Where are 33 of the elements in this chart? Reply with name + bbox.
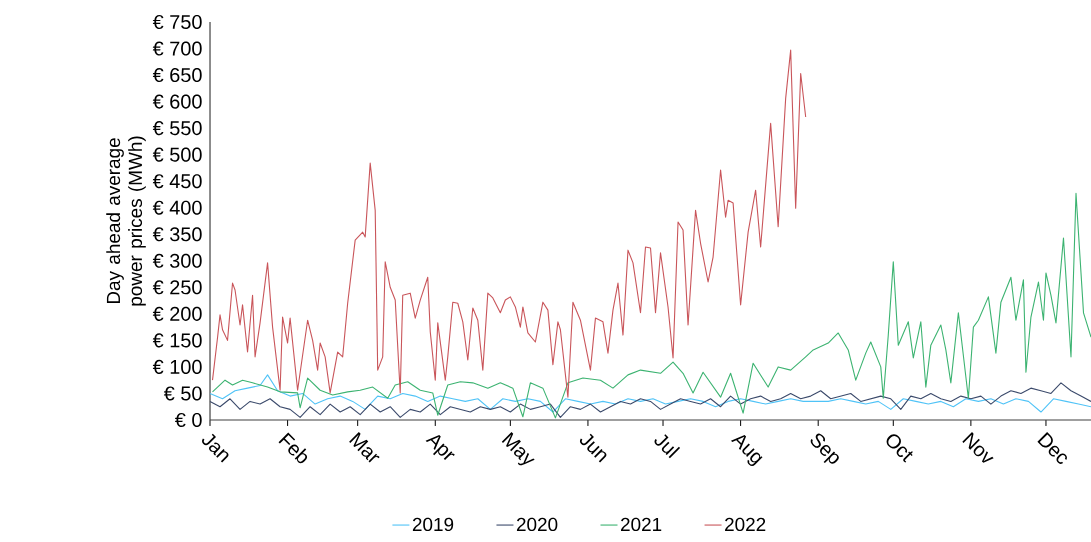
y-axis-title: Day ahead average power prices (MWh) [106, 136, 146, 306]
x-tick-label: Oct [886, 434, 913, 463]
legend-label: 2021 [621, 517, 662, 532]
y-tick-label: € 450 [152, 174, 202, 189]
y-tick-label: € 500 [152, 147, 202, 162]
y-tick-label: € 650 [152, 68, 202, 83]
x-tick-label: Mar [349, 432, 380, 463]
y-tick-label: € 250 [152, 280, 202, 295]
legend-label: 2020 [516, 517, 558, 532]
x-tick-label: Sep [810, 433, 839, 464]
x-tick-label: Jan [202, 433, 229, 463]
y-tick-label: € 750 [152, 14, 202, 30]
y-tick-label: € 550 [152, 121, 202, 136]
legend-label: 2019 [412, 517, 454, 532]
x-tick-label: Dec [1037, 432, 1067, 464]
y-tick-label: € 150 [152, 333, 202, 348]
y-tick-label: € 200 [152, 306, 202, 321]
x-tick-label: Nov [962, 432, 994, 463]
x-tick-label: Aug [730, 434, 763, 467]
y-tick-label: € 350 [152, 227, 202, 242]
legend-label: 2022 [725, 517, 766, 532]
x-tick-label: Feb [278, 432, 308, 464]
line-series [211, 49, 807, 398]
y-tick-label: € 700 [152, 41, 202, 56]
x-tick-label: Jun [579, 433, 607, 463]
y-tick-label: € 400 [152, 200, 202, 215]
y-tick-label: € 0 [174, 412, 202, 428]
y-tick-label: € 300 [152, 253, 202, 268]
y-tick-label: € 600 [152, 94, 202, 109]
x-tick-label: Jul [654, 434, 681, 459]
y-tick-label: € 50 [163, 386, 202, 401]
y-tick-label: € 100 [152, 359, 202, 374]
x-tick-label: Apr [425, 434, 455, 461]
